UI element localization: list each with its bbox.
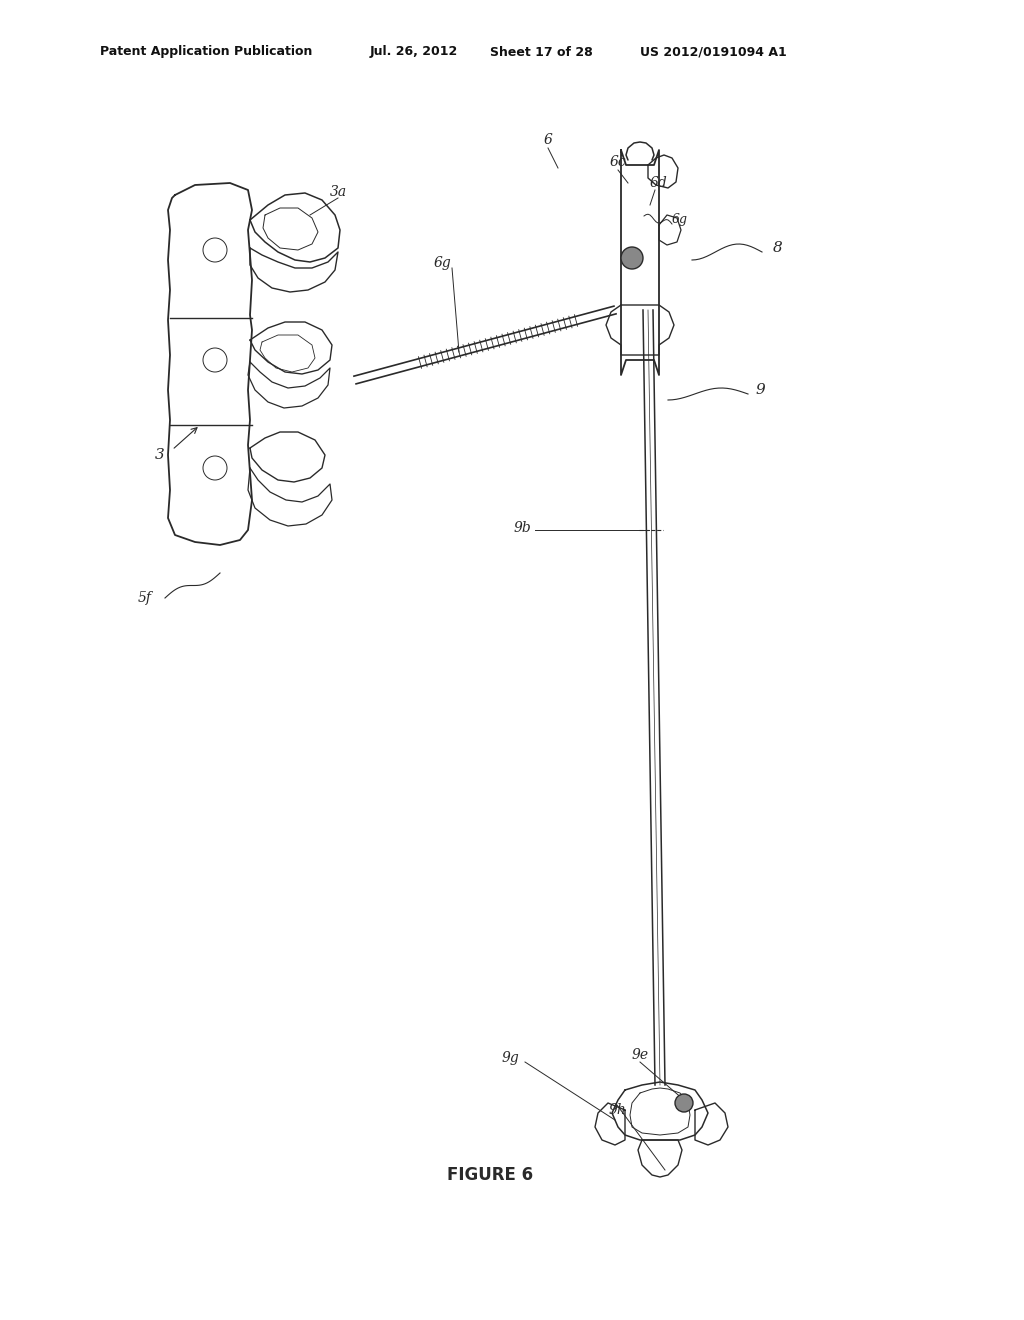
Text: 6g: 6g bbox=[672, 214, 688, 227]
Text: Sheet 17 of 28: Sheet 17 of 28 bbox=[490, 45, 593, 58]
Text: 9g: 9g bbox=[501, 1051, 519, 1065]
Text: 9e: 9e bbox=[632, 1048, 648, 1063]
Text: Jul. 26, 2012: Jul. 26, 2012 bbox=[370, 45, 459, 58]
Text: 5f: 5f bbox=[138, 591, 152, 605]
Text: 8: 8 bbox=[773, 242, 783, 255]
Text: FIGURE 6: FIGURE 6 bbox=[446, 1166, 534, 1184]
Text: 3a: 3a bbox=[330, 185, 346, 199]
Text: 9h: 9h bbox=[608, 1104, 626, 1117]
Text: 6g: 6g bbox=[433, 256, 451, 271]
Text: US 2012/0191094 A1: US 2012/0191094 A1 bbox=[640, 45, 786, 58]
Text: Patent Application Publication: Patent Application Publication bbox=[100, 45, 312, 58]
Text: 9: 9 bbox=[755, 383, 765, 397]
Text: 6c: 6c bbox=[609, 154, 627, 169]
Text: 6: 6 bbox=[544, 133, 552, 147]
Circle shape bbox=[621, 247, 643, 269]
Text: 3: 3 bbox=[155, 447, 165, 462]
Circle shape bbox=[675, 1094, 693, 1111]
Text: 9b: 9b bbox=[513, 521, 530, 535]
Text: 6d: 6d bbox=[649, 176, 667, 190]
